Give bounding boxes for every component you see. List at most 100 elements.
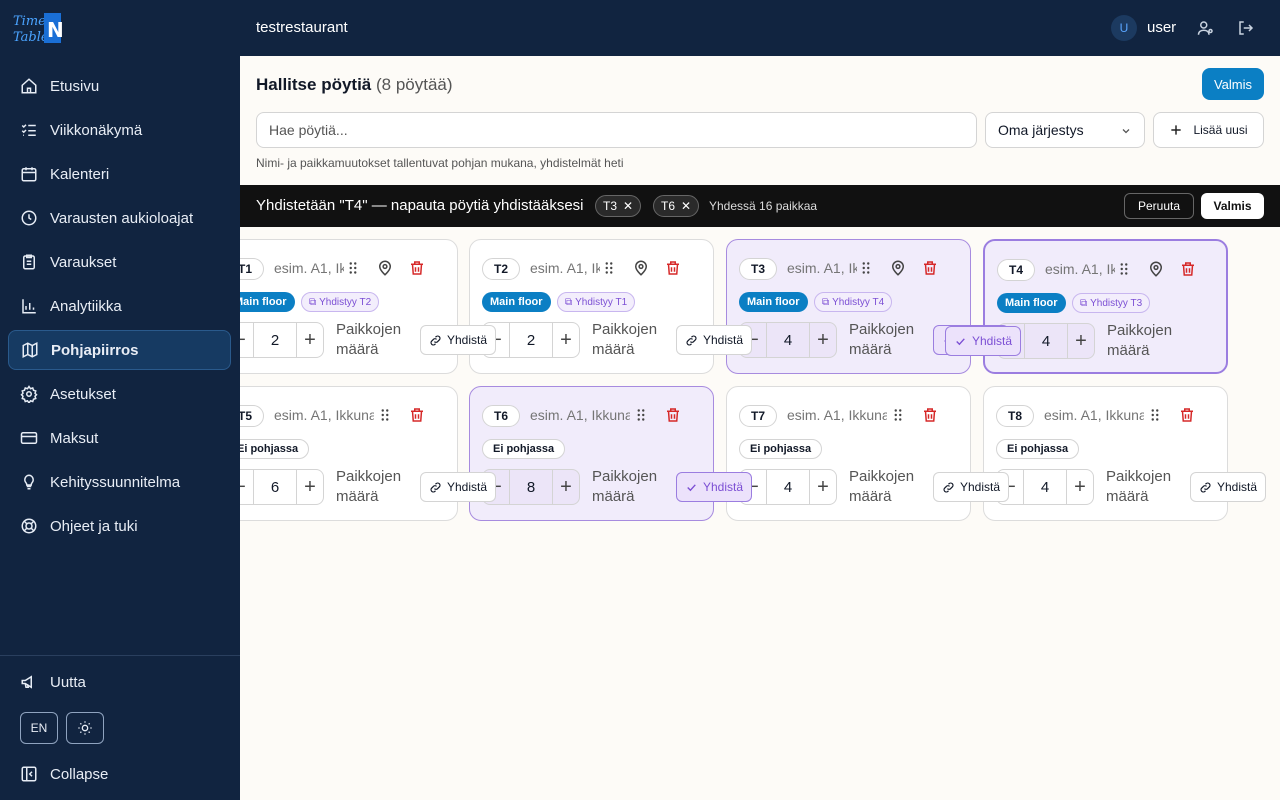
sidebar-item-aukioloajat[interactable]: Varausten aukioloajat bbox=[8, 198, 231, 238]
theme-toggle-button[interactable] bbox=[66, 712, 104, 744]
merge-chip-t3[interactable]: T3 ✕ bbox=[595, 195, 642, 217]
floor-tag: Main floor bbox=[240, 292, 295, 312]
increment-button[interactable]: + bbox=[560, 328, 572, 351]
decrement-button[interactable]: − bbox=[1004, 475, 1016, 498]
remove-icon[interactable]: ✕ bbox=[623, 199, 634, 213]
finish-merge-button[interactable]: Valmis bbox=[1201, 193, 1264, 219]
delete-icon[interactable] bbox=[921, 259, 939, 277]
table-card-t2[interactable]: T2Main floor⧉Yhdistyy T1−2+Paikkojen mää… bbox=[469, 239, 753, 374]
link-icon bbox=[1199, 481, 1212, 494]
delete-icon[interactable] bbox=[664, 259, 682, 277]
increment-button[interactable]: + bbox=[1075, 329, 1087, 352]
map-pin-icon[interactable] bbox=[632, 259, 650, 277]
merge-total: Yhdessä 16 paikkaa bbox=[709, 199, 818, 213]
seats-value[interactable]: 4 bbox=[766, 470, 810, 504]
delete-icon[interactable] bbox=[1178, 406, 1196, 424]
drag-handle-icon[interactable] bbox=[376, 406, 394, 424]
increment-button[interactable]: + bbox=[817, 328, 829, 351]
delete-icon[interactable] bbox=[921, 406, 939, 424]
done-button[interactable]: Valmis bbox=[1202, 68, 1264, 100]
decrement-button[interactable]: − bbox=[747, 475, 759, 498]
sidebar-item-ohjeet[interactable]: Ohjeet ja tuki bbox=[8, 506, 231, 546]
table-name-input[interactable] bbox=[274, 407, 374, 423]
sidebar-item-kalenteri[interactable]: Kalenteri bbox=[8, 154, 231, 194]
drag-handle-icon[interactable] bbox=[857, 259, 875, 277]
increment-button[interactable]: + bbox=[817, 475, 829, 498]
increment-button[interactable]: + bbox=[560, 475, 572, 498]
news-link[interactable]: Uutta bbox=[20, 673, 86, 691]
delete-icon[interactable] bbox=[1179, 260, 1197, 278]
seats-value[interactable]: 2 bbox=[253, 323, 297, 357]
seats-stepper: −2 + bbox=[240, 322, 324, 358]
drag-handle-icon[interactable] bbox=[344, 259, 362, 277]
merge-button[interactable]: Yhdistä bbox=[420, 472, 497, 502]
table-card-t3[interactable]: T3 Main floor ⧉Yhdistyy T4 −4 + Paikkojen mää… bbox=[726, 239, 1010, 374]
seats-value[interactable]: 6 bbox=[253, 470, 297, 504]
sort-select[interactable]: Oma järjestys bbox=[985, 112, 1145, 148]
merge-button[interactable]: Yhdistä bbox=[676, 325, 753, 355]
merge-chip-t6[interactable]: T6 ✕ bbox=[653, 195, 700, 217]
merged-with-label: Yhdistyy T4 bbox=[832, 296, 885, 308]
table-name-input[interactable] bbox=[787, 407, 887, 423]
table-card-t7[interactable]: T7 Ei pohjassa −4 + Paikkojen määrä Yhdistä bbox=[726, 386, 1010, 521]
increment-button[interactable]: + bbox=[304, 475, 316, 498]
merge-button[interactable]: Yhdistä bbox=[676, 472, 753, 502]
table-card-t1[interactable]: T1 Main floor ⧉Yhdistyy T2 −2 + Paikkojen mää… bbox=[240, 239, 497, 374]
app-logo[interactable]: Time Table N bbox=[11, 11, 63, 45]
sidebar-item-etusivu[interactable]: Etusivu bbox=[8, 66, 231, 106]
table-name-input[interactable] bbox=[1044, 407, 1144, 423]
table-card-t4[interactable]: T4Main floor⧉Yhdistyy T3−4+Paikkojen mää… bbox=[945, 239, 1228, 374]
table-name-input[interactable] bbox=[274, 260, 344, 276]
sidebar-item-varaukset[interactable]: Varaukset bbox=[8, 242, 231, 282]
username[interactable]: user bbox=[1147, 19, 1177, 36]
seats-value[interactable]: 4 bbox=[766, 323, 810, 357]
merge-button[interactable]: Yhdistä bbox=[945, 326, 1022, 356]
table-card-t8[interactable]: T8 Ei pohjassa −4 + Paikkojen määrä Yhdistä bbox=[983, 386, 1267, 521]
sidebar-item-viikkonakyma[interactable]: Viikkonäkymä bbox=[8, 110, 231, 150]
drag-handle-icon[interactable] bbox=[600, 259, 618, 277]
language-button[interactable]: EN bbox=[20, 712, 58, 744]
table-name-input[interactable] bbox=[530, 407, 630, 423]
sidebar-item-maksut[interactable]: Maksut bbox=[8, 418, 231, 458]
collapse-button[interactable]: Collapse bbox=[20, 765, 108, 783]
logout-icon[interactable] bbox=[1237, 19, 1255, 37]
add-table-button[interactable]: Lisää uusi bbox=[1153, 112, 1264, 148]
drag-handle-icon[interactable] bbox=[889, 406, 907, 424]
decrement-button[interactable]: − bbox=[240, 323, 253, 357]
map-pin-icon[interactable] bbox=[889, 259, 907, 277]
table-card-t5[interactable]: T5 Ei pohjassa −6 + Paikkojen määrä Yhdistä bbox=[240, 386, 497, 521]
sidebar-item-asetukset[interactable]: Asetukset bbox=[8, 374, 231, 414]
seats-value[interactable]: 4 bbox=[1023, 470, 1067, 504]
decrement-button[interactable]: − bbox=[747, 328, 759, 351]
table-name-input[interactable] bbox=[787, 260, 857, 276]
page-title-text: Hallitse pöytiä bbox=[256, 75, 372, 94]
delete-icon[interactable] bbox=[408, 259, 426, 277]
sidebar-item-pohjapiirros[interactable]: Pohjapiirros bbox=[8, 330, 231, 370]
delete-icon[interactable] bbox=[408, 406, 426, 424]
map-pin-icon[interactable] bbox=[1147, 260, 1165, 278]
merge-button[interactable]: Yhdistä bbox=[1190, 472, 1267, 502]
avatar[interactable]: U bbox=[1111, 15, 1137, 41]
sidebar-item-analytiikka[interactable]: Analytiikka bbox=[8, 286, 231, 326]
seats-value[interactable]: 4 bbox=[1024, 324, 1068, 358]
table-name-input[interactable] bbox=[1045, 261, 1115, 277]
drag-handle-icon[interactable] bbox=[1146, 406, 1164, 424]
map-pin-icon[interactable] bbox=[376, 259, 394, 277]
seats-value[interactable]: 2 bbox=[509, 323, 553, 357]
increment-button[interactable]: + bbox=[1074, 475, 1086, 498]
seats-value[interactable]: 8 bbox=[509, 470, 553, 504]
user-settings-icon[interactable] bbox=[1197, 19, 1215, 37]
merge-button[interactable]: Yhdistä bbox=[933, 472, 1010, 502]
increment-button[interactable]: + bbox=[304, 328, 316, 351]
drag-handle-icon[interactable] bbox=[1115, 260, 1133, 278]
search-input[interactable] bbox=[256, 112, 977, 148]
remove-icon[interactable]: ✕ bbox=[681, 199, 692, 213]
merge-button[interactable]: Yhdistä bbox=[420, 325, 497, 355]
drag-handle-icon[interactable] bbox=[632, 406, 650, 424]
delete-icon[interactable] bbox=[664, 406, 682, 424]
sidebar-item-kehityssuunnitelma[interactable]: Kehityssuunnitelma bbox=[8, 462, 231, 502]
decrement-button[interactable]: − bbox=[240, 470, 253, 504]
table-name-input[interactable] bbox=[530, 260, 600, 276]
cancel-merge-button[interactable]: Peruuta bbox=[1124, 193, 1194, 219]
